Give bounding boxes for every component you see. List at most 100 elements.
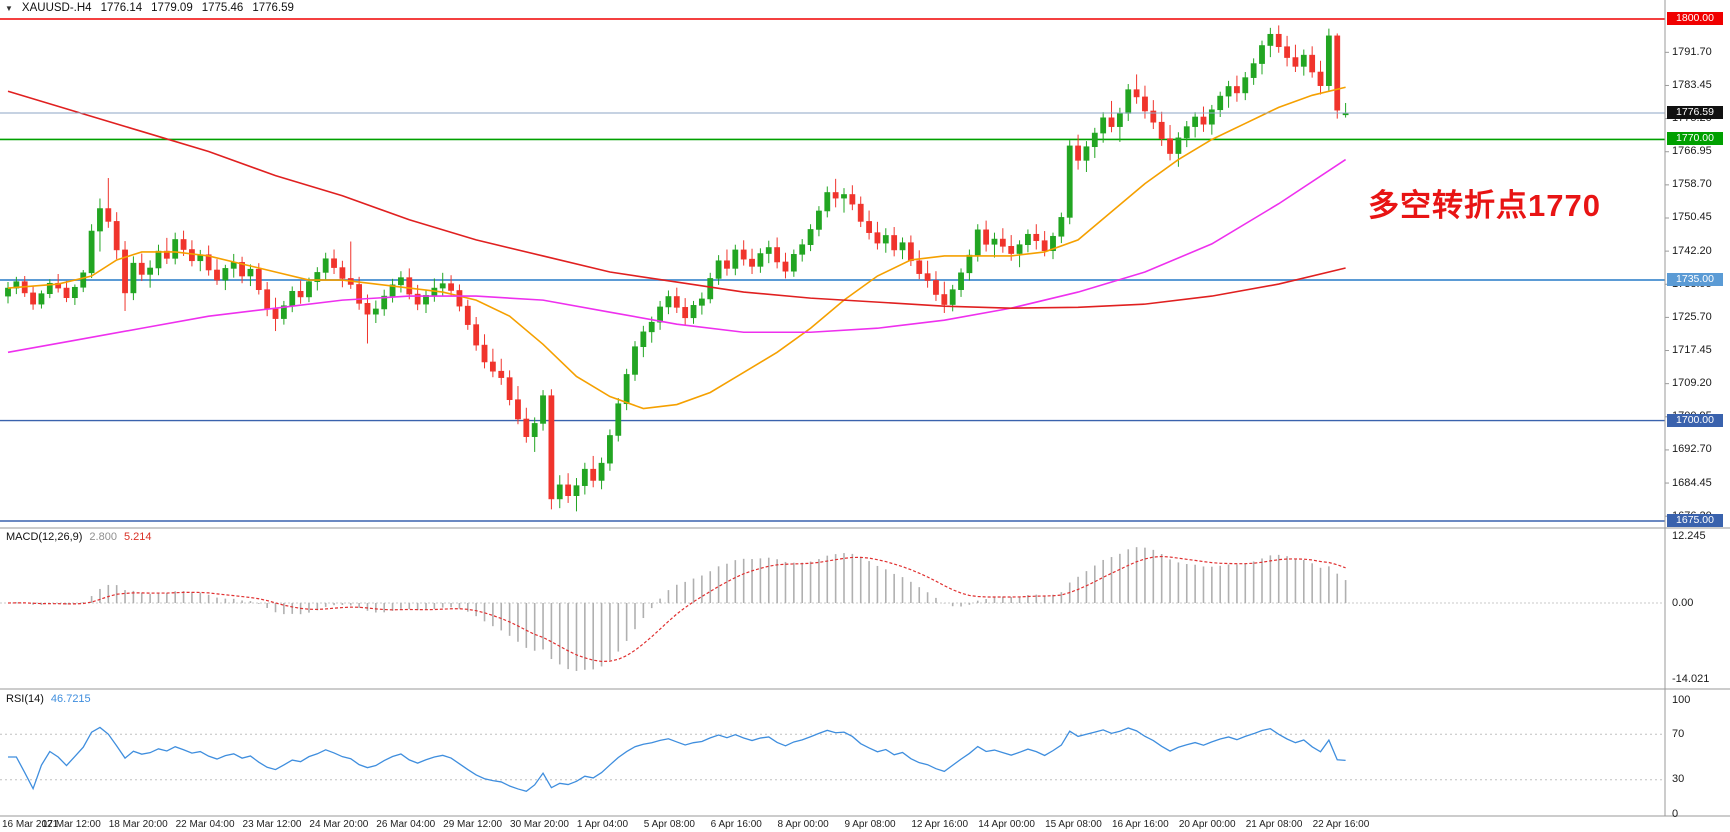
candle-body	[1292, 57, 1299, 67]
candle-body	[548, 395, 555, 500]
candle-body	[623, 374, 630, 405]
candle-body	[899, 242, 906, 251]
candle-body	[464, 305, 471, 325]
candle-body	[757, 253, 764, 267]
candle-body	[1234, 86, 1240, 94]
rsi-name: RSI(14)	[6, 693, 44, 705]
ohlc-high: 1779.09	[151, 2, 193, 14]
candle-body	[640, 331, 647, 348]
candle-body	[1100, 117, 1107, 134]
candle-body	[816, 210, 822, 230]
ohlc-open: 1776.14	[100, 2, 143, 14]
symbol-dropdown-icon: ▼	[5, 3, 13, 13]
ma-line-fast	[7, 86, 1346, 410]
candle-body	[122, 249, 128, 294]
candle-body	[1334, 35, 1341, 111]
candle-body	[147, 267, 154, 275]
candle-body	[1075, 145, 1081, 161]
candle-body	[799, 244, 806, 255]
candle-body	[1058, 217, 1065, 237]
candle-body	[648, 321, 655, 333]
candle-body	[673, 296, 680, 308]
candle-body	[163, 250, 170, 259]
candle-body	[1108, 117, 1115, 127]
candle-body	[5, 287, 11, 297]
candle-body	[974, 229, 981, 256]
candle-body	[180, 239, 187, 250]
ohlc-close: 1776.59	[252, 2, 294, 14]
annotation-text[interactable]: 多空转折点1770	[1368, 188, 1601, 223]
candle-body	[1158, 121, 1165, 139]
candle-body	[1025, 233, 1031, 245]
symbol-timeframe: XAUUSD-.H4	[21, 2, 92, 14]
candle-body	[63, 287, 70, 299]
candle-body	[924, 273, 931, 281]
candle-body	[272, 308, 279, 319]
candle-body	[339, 267, 346, 279]
candle-body	[983, 229, 990, 245]
candle-body	[732, 249, 739, 269]
candle-body	[1317, 71, 1324, 86]
candle-body	[1300, 54, 1307, 67]
candle-body	[832, 192, 839, 199]
candle-body	[1150, 110, 1157, 123]
macd-indicator-label[interactable]: MACD(12,26,9) 2.800 5.214	[6, 531, 151, 543]
candle-body	[448, 283, 454, 291]
candle-body	[1200, 116, 1207, 125]
candle-body	[130, 262, 137, 294]
macd-signal-line	[7, 555, 1346, 663]
candle-body	[297, 290, 304, 298]
candle-body	[682, 307, 689, 319]
candle-body	[1008, 246, 1015, 254]
candle-body	[1050, 235, 1056, 252]
candle-body	[247, 268, 254, 277]
candle-body	[456, 290, 463, 307]
candle-body	[289, 290, 296, 307]
candle-body	[1016, 244, 1023, 254]
candle-body	[1259, 45, 1265, 64]
candle-body	[882, 235, 889, 244]
candle-body	[849, 194, 856, 205]
candle-body	[230, 262, 237, 269]
candle-body	[372, 308, 379, 315]
candle-body	[406, 277, 413, 295]
candle-body	[172, 239, 179, 259]
rsi-indicator-label[interactable]: RSI(14) 46.7215	[6, 693, 91, 705]
candle-body	[155, 250, 162, 269]
candle-body	[322, 258, 329, 273]
candle-body	[214, 269, 220, 281]
candle-body	[590, 468, 597, 481]
candle-body	[356, 284, 363, 304]
rsi-line	[8, 726, 1346, 793]
candle-body	[958, 272, 964, 290]
candle-body	[414, 293, 421, 305]
macd-signal-value: 5.214	[123, 531, 152, 543]
candle-body	[364, 303, 371, 315]
candle-body	[724, 260, 730, 269]
candle-body	[573, 485, 580, 496]
candle-body	[933, 280, 939, 295]
candle-body	[615, 403, 622, 436]
candle-body	[205, 254, 212, 271]
candle-body	[1309, 54, 1316, 73]
candle-body	[473, 324, 480, 346]
candle-body	[1208, 109, 1215, 125]
candle-body	[740, 249, 747, 260]
ohlc-low: 1775.46	[201, 2, 244, 14]
candle-body	[46, 282, 53, 294]
candle-body	[481, 344, 488, 363]
candle-body	[598, 462, 605, 481]
candle-body	[1183, 126, 1190, 139]
chart-title[interactable]: ▼ XAUUSD-.H4 1776.14 1779.09 1775.46 177…	[5, 2, 294, 14]
candle-body	[707, 278, 714, 300]
candle-body	[866, 221, 872, 233]
candle-body	[1267, 33, 1274, 46]
candle-body	[531, 423, 538, 437]
candle-body	[222, 268, 229, 281]
candle-body	[632, 346, 638, 375]
candle-body	[314, 272, 321, 282]
candle-body	[1275, 33, 1282, 48]
candle-body	[1242, 77, 1249, 94]
candle-body	[966, 254, 973, 274]
